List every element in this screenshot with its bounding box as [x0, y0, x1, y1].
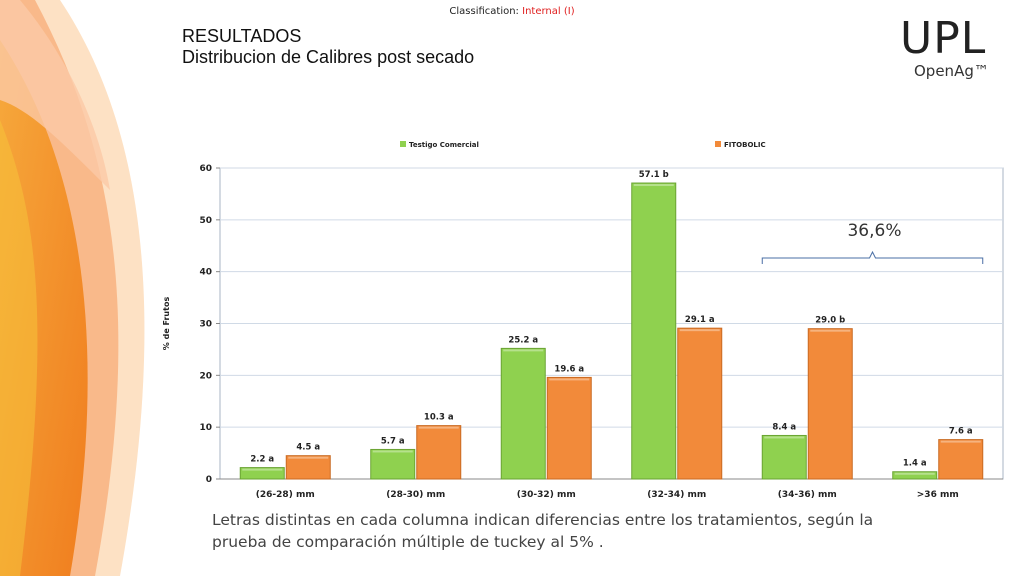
classification-label: Classification: Internal (I) [0, 6, 1024, 17]
title-line-2: Distribucion de Calibres post secado [182, 47, 475, 67]
bar [285, 455, 331, 480]
data-label: 4.5 a [296, 443, 320, 453]
upl-logo: UPL OpenAg™ [900, 16, 1010, 86]
data-label: 25.2 a [508, 335, 538, 345]
y-tick-label: 0 [206, 475, 212, 485]
data-label: 8.4 a [772, 422, 796, 432]
bar [416, 425, 462, 480]
data-label: 5.7 a [381, 436, 405, 446]
legend-swatch [400, 141, 406, 147]
bar [807, 328, 853, 480]
bar-highlight [288, 456, 329, 459]
y-tick-label: 10 [199, 423, 212, 433]
bar-highlight [242, 468, 283, 471]
y-tick-label: 20 [199, 371, 212, 381]
bar [546, 376, 592, 480]
slide-title: RESULTADOS Distribucion de Calibres post… [182, 26, 474, 68]
annotation-label: 36,6% [847, 221, 901, 241]
y-tick-label: 30 [199, 320, 212, 330]
bar-highlight [633, 184, 674, 187]
data-label: 7.6 a [949, 427, 973, 437]
classification-value: Internal (I) [522, 6, 575, 17]
x-tick-label: (28-30) mm [386, 490, 445, 500]
bar [892, 471, 938, 480]
data-label: 19.6 a [554, 364, 584, 374]
bar-highlight [503, 349, 544, 352]
bar [500, 347, 546, 480]
data-label: 29.1 a [685, 315, 715, 325]
data-label: 2.2 a [250, 455, 274, 465]
bar-highlight [810, 329, 851, 332]
bar-highlight [679, 329, 720, 332]
y-tick-label: 50 [199, 216, 212, 226]
classification-key: Classification: [449, 6, 519, 17]
logo-main: UPL [900, 13, 987, 64]
decorative-swoosh [0, 0, 145, 576]
x-tick-label: (32-34) mm [647, 490, 706, 500]
bar-highlight [549, 378, 590, 381]
legend-label: Testigo Comercial [409, 141, 479, 149]
bar [938, 439, 984, 480]
x-tick-label: (26-28) mm [256, 490, 315, 500]
data-label: 29.0 b [815, 316, 845, 326]
bar [239, 467, 285, 480]
data-label: 57.1 b [639, 170, 669, 180]
y-tick-label: 40 [199, 268, 212, 278]
data-label: 1.4 a [903, 459, 927, 469]
y-axis-label: % de Frutos [162, 297, 171, 351]
x-tick-label: (34-36) mm [778, 490, 837, 500]
bar [677, 327, 723, 480]
bar [761, 434, 807, 480]
y-tick-label: 60 [199, 164, 212, 174]
x-tick-label: >36 mm [917, 490, 959, 500]
bar-highlight [940, 440, 981, 443]
title-line-1: RESULTADOS [182, 26, 302, 46]
data-label: 10.3 a [424, 413, 454, 423]
bar-highlight [764, 436, 805, 439]
bar-highlight [372, 450, 413, 453]
bar [631, 182, 677, 480]
bar-chart: 0 10 20 30 40 50 60 % de Frutos Testigo Comercia… [162, 141, 1004, 500]
legend-label: FITOBOLIC [724, 141, 766, 149]
footnote: Letras distintas en cada columna indican… [212, 511, 874, 551]
bar-highlight [418, 426, 459, 429]
annotation-bracket [761, 250, 984, 264]
bar-highlight [894, 472, 935, 475]
x-tick-label: (30-32) mm [517, 490, 576, 500]
legend-swatch [715, 141, 721, 147]
bar [370, 448, 416, 480]
logo-sub: OpenAg™ [914, 62, 989, 80]
